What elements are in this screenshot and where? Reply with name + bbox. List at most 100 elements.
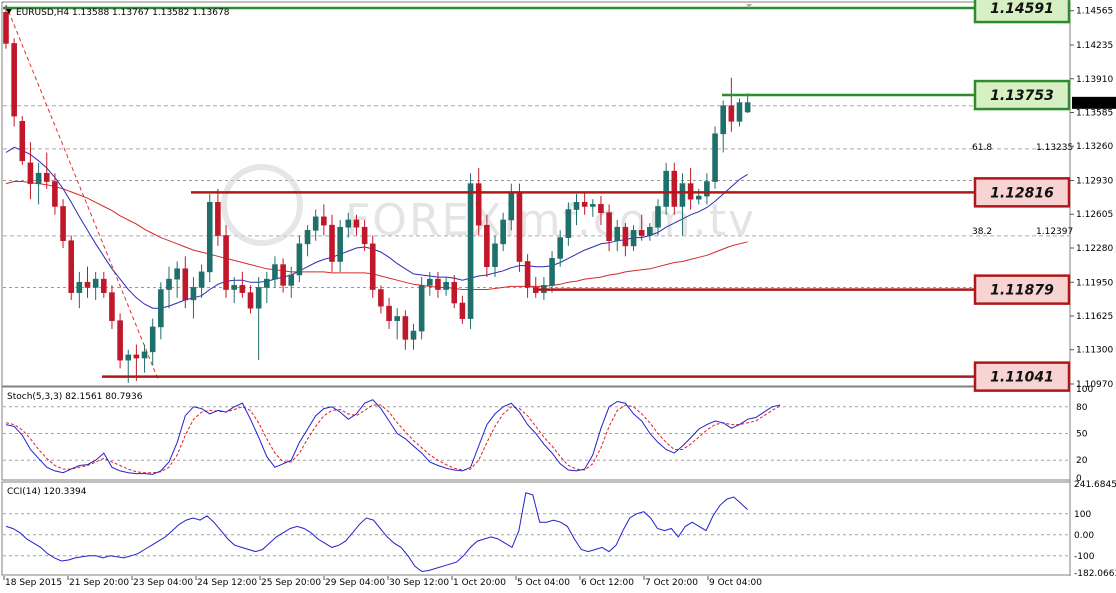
price-levels[interactable]: 1.14591 1.13753 1.12816 1.11879 1.11041: [3, 0, 1071, 392]
candle: [720, 100, 727, 153]
axes: 1.14565 1.14235 1.13910 1.13585 1.13260 1.129…: [3, 7, 1116, 588]
time-label: 25 Sep 20:00: [261, 578, 321, 588]
watermark: FOREXimf.com.tv: [221, 164, 754, 246]
candle-body: [60, 206, 66, 242]
candle-body: [630, 230, 637, 247]
candle-body: [166, 278, 172, 290]
price-tick-label: 1.14565: [1076, 7, 1113, 17]
fibo-lower-level: 38.2: [972, 227, 992, 237]
candle-body: [68, 240, 74, 293]
candle-body: [223, 235, 229, 290]
candle-body: [589, 204, 596, 207]
chart-shift-marker-icon[interactable]: [746, 4, 752, 8]
candle-body: [263, 278, 270, 288]
price-tick-label: 1.13585: [1076, 108, 1113, 118]
candle-body: [345, 219, 352, 228]
candle: [329, 214, 335, 272]
price-level-support[interactable]: 1.11041: [102, 361, 1071, 392]
cci-tick-label: -182.0663: [1074, 569, 1116, 579]
candle-body: [3, 12, 9, 44]
candle-body: [312, 216, 319, 231]
level-label-text: 1.11041: [990, 370, 1054, 386]
candle: [60, 199, 66, 248]
level-label-box[interactable]: [973, 361, 1071, 392]
time-label: 9 Oct 04:00: [709, 578, 762, 588]
price-tick-label: 1.13260: [1076, 142, 1113, 152]
candle: [679, 173, 686, 236]
cci-tick-label: -100: [1074, 552, 1095, 562]
candle-body: [492, 243, 498, 267]
cci-tick-label: 100: [1074, 510, 1091, 520]
current-price-marker: 1.13678: [1072, 96, 1116, 109]
candle-body: [158, 289, 164, 328]
level-label-box[interactable]: [973, 79, 1071, 111]
candle-body: [215, 202, 221, 236]
main-panel[interactable]: [1, 1, 1071, 387]
candle: [52, 173, 58, 215]
candle-body: [206, 202, 213, 273]
candle: [280, 258, 286, 293]
level-label-box[interactable]: [973, 177, 1071, 208]
price-level-support[interactable]: 1.11879: [538, 274, 1071, 305]
candle: [394, 308, 401, 340]
candle: [581, 191, 588, 215]
candle: [117, 313, 123, 369]
candle-body: [679, 183, 686, 207]
candle-body: [418, 285, 425, 332]
candle-body: [239, 285, 246, 293]
candle: [166, 266, 172, 309]
price-tick-label: 1.12605: [1076, 210, 1113, 220]
fibo-lower-price: 1.12397: [1036, 227, 1073, 237]
level-label-box[interactable]: [973, 274, 1071, 305]
price-tick-label: 1.11950: [1076, 278, 1113, 288]
candle-body: [386, 305, 392, 321]
candle: [215, 188, 221, 246]
price-level-resistance[interactable]: 1.14591: [3, 0, 1071, 24]
candle: [288, 266, 295, 298]
candle-body: [524, 261, 531, 288]
stoch-tick-label: 0: [1076, 474, 1082, 484]
candle-body: [549, 258, 555, 286]
candle: [141, 344, 148, 373]
candle-body: [663, 170, 669, 207]
fibo-upper-level: 61.8: [972, 143, 992, 153]
price-tick-label: 1.13910: [1076, 75, 1113, 85]
watermark-logo-icon: [221, 164, 303, 246]
candle-body: [27, 162, 34, 184]
candle: [76, 271, 83, 309]
time-label: 1 Oct 20:00: [453, 578, 506, 588]
candle-body: [451, 281, 458, 304]
candle-body: [288, 274, 295, 286]
candle: [3, 5, 9, 49]
candle-body: [109, 292, 115, 321]
level-label-box[interactable]: [973, 0, 1071, 24]
candle-body: [35, 172, 42, 184]
candle-body: [508, 191, 515, 221]
candle: [606, 204, 612, 252]
candle: [573, 194, 580, 226]
cci-panel[interactable]: [1, 481, 1071, 576]
candle: [296, 235, 303, 283]
candle: [345, 212, 352, 238]
candle: [68, 235, 74, 300]
candle-body: [614, 226, 621, 242]
level-label-text: 1.12816: [990, 185, 1054, 201]
candle-body: [410, 330, 417, 340]
fibo-upper-price: 1.13235: [1036, 143, 1073, 153]
level-label-text: 1.13753: [990, 88, 1054, 104]
dropdown-arrow-icon[interactable]: [6, 9, 12, 14]
candle: [43, 152, 50, 189]
candle-body: [369, 243, 376, 290]
candle: [500, 212, 506, 252]
candle-body: [133, 354, 140, 359]
candle: [647, 223, 653, 241]
price-level-support[interactable]: 1.12816: [191, 177, 1071, 208]
candle-body: [475, 183, 482, 226]
candle: [361, 219, 368, 252]
candle-body: [378, 289, 384, 307]
price-level-resistance[interactable]: 1.13753: [722, 79, 1071, 111]
candle: [630, 225, 637, 252]
time-label: 6 Oct 12:00: [581, 578, 634, 588]
candle-body: [52, 181, 58, 207]
